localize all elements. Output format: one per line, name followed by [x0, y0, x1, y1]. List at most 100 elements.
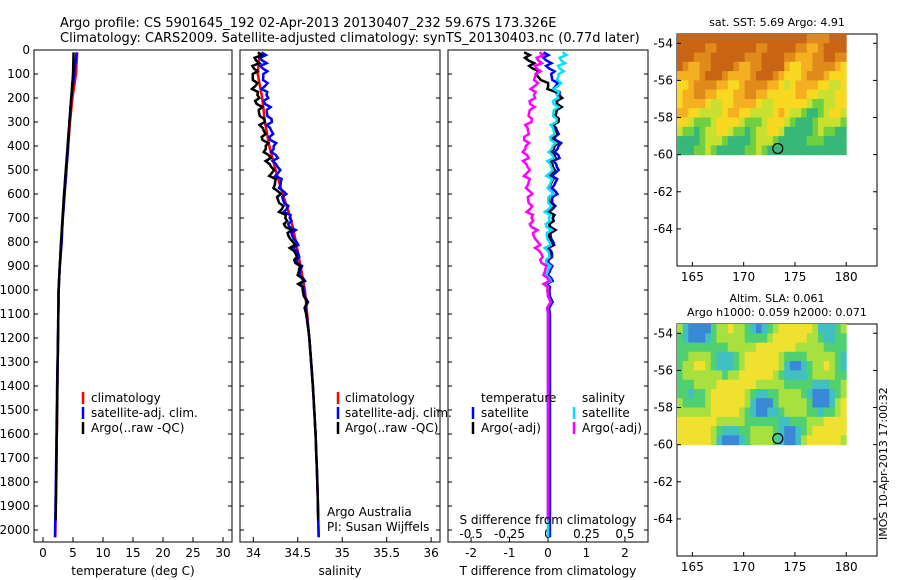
- map-cell: [688, 34, 695, 44]
- map-cell: [705, 136, 712, 146]
- series-line-salinity-argo-adj-: [520, 51, 553, 521]
- series-line-argo-raw-qc-: [249, 51, 320, 521]
- map-cell: [772, 34, 779, 44]
- map-cell: [756, 34, 763, 44]
- legend-label-argo: Argo(..raw -QC): [345, 421, 438, 435]
- map-cell: [834, 61, 841, 72]
- map-cell: [829, 370, 836, 381]
- depth-tick-label: 800: [7, 235, 30, 249]
- map-cell: [778, 342, 785, 353]
- map-cell: [778, 333, 785, 344]
- map-cell: [784, 398, 791, 408]
- map-cell: [693, 52, 700, 63]
- map-cell: [744, 379, 751, 390]
- map-cell: [688, 61, 695, 72]
- map-cell: [716, 435, 723, 446]
- map-cell: [727, 80, 734, 91]
- map-cell: [716, 416, 723, 427]
- map-cell: [834, 43, 841, 54]
- map-cell: [840, 80, 847, 91]
- depth-tick-label: 300: [7, 115, 30, 129]
- map-cell: [744, 61, 751, 72]
- map-cell: [834, 342, 841, 353]
- map-cell: [789, 398, 796, 408]
- map-cell: [693, 426, 700, 436]
- map-cell: [784, 416, 791, 427]
- map-cell: [733, 34, 740, 44]
- map-cell: [767, 333, 774, 344]
- map-cell: [688, 52, 695, 63]
- map-cell: [682, 398, 689, 408]
- map-cell: [840, 379, 847, 390]
- map-cell: [834, 398, 841, 408]
- map-cell: [806, 145, 813, 156]
- map-cell: [818, 126, 825, 137]
- map-cell: [688, 43, 695, 54]
- map-cell: [722, 351, 729, 362]
- map-cell: [761, 351, 768, 362]
- map-cell: [705, 389, 712, 399]
- map-cell: [756, 43, 763, 54]
- map-cell: [756, 136, 763, 146]
- map-cell: [795, 426, 802, 436]
- lat-tick-label: -58: [653, 401, 673, 415]
- map-cell: [840, 71, 847, 81]
- map-cell: [688, 398, 695, 408]
- lat-tick-label: -64: [653, 512, 673, 526]
- series-line-argo-raw-qc-: [54, 52, 75, 521]
- map-cell: [727, 333, 734, 344]
- depth-tick-label: 1800: [0, 475, 30, 489]
- map-cell: [789, 389, 796, 399]
- map-cell: [739, 407, 746, 418]
- map-cell: [733, 117, 740, 128]
- map-cell: [772, 389, 779, 399]
- map-cell: [744, 89, 751, 100]
- map-cell: [756, 435, 763, 446]
- map-cell: [727, 117, 734, 128]
- map-cell: [710, 398, 717, 408]
- map-cell: [739, 80, 746, 91]
- map-cell: [818, 89, 825, 100]
- map-cell: [722, 61, 729, 72]
- map-cell: [829, 71, 836, 81]
- map-cell: [801, 34, 808, 44]
- map-cell: [778, 416, 785, 427]
- map-cell: [784, 126, 791, 137]
- map-cell: [795, 117, 802, 128]
- depth-tick-label: 1600: [0, 427, 30, 441]
- map-cell: [767, 71, 774, 81]
- map-cell: [761, 71, 768, 81]
- map-cell: [812, 117, 819, 128]
- map-cell: [688, 407, 695, 418]
- map-cell: [767, 108, 774, 118]
- map-cell: [739, 342, 746, 353]
- map-cell: [795, 99, 802, 109]
- map-cell: [840, 126, 847, 137]
- map-cell: [750, 126, 757, 137]
- map-cell: [739, 379, 746, 390]
- map-cell: [789, 370, 796, 381]
- map-cell: [722, 126, 729, 137]
- map-cell: [784, 435, 791, 446]
- map-cell: [829, 126, 836, 137]
- map-cell: [727, 34, 734, 44]
- map-cell: [840, 61, 847, 72]
- map-cell: [840, 342, 847, 353]
- map-cell: [767, 370, 774, 381]
- map-cell: [829, 89, 836, 100]
- map-cell: [750, 52, 757, 63]
- map-cell: [682, 379, 689, 390]
- map-cell: [716, 80, 723, 91]
- map-cell: [733, 389, 740, 399]
- map-cell: [812, 333, 819, 344]
- map-cell: [682, 416, 689, 427]
- map-cell: [767, 351, 774, 362]
- map-cell: [733, 379, 740, 390]
- map-cell: [727, 145, 734, 156]
- map-cell: [705, 370, 712, 381]
- map-cell: [693, 324, 700, 334]
- map-cell: [806, 324, 813, 334]
- map-cell: [756, 416, 763, 427]
- depth-tick-label: 0: [22, 43, 30, 57]
- map-cell: [795, 351, 802, 362]
